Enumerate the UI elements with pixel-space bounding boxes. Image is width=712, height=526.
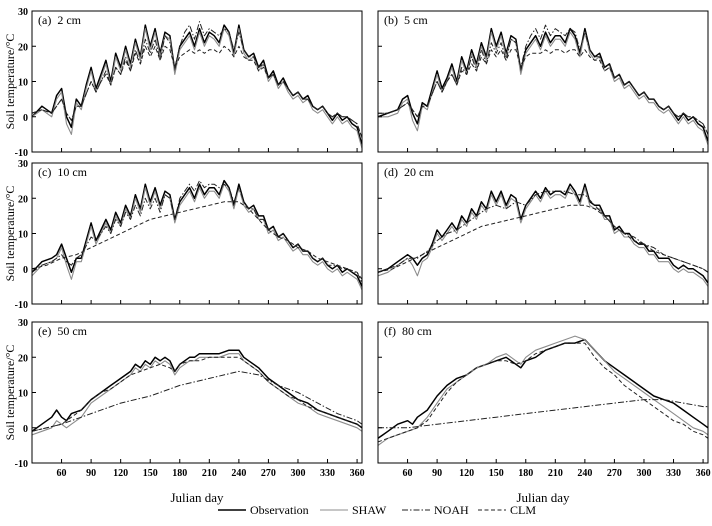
plot-frame — [377, 321, 709, 464]
x-tick-label: 60 — [57, 468, 67, 479]
y-tick-label: 30 — [18, 318, 28, 329]
y-tick-label: 0 — [23, 424, 28, 435]
plot-frame — [31, 10, 363, 153]
x-tick-label: 120 — [459, 468, 474, 479]
series-line-clm — [378, 49, 708, 135]
x-tick-label: 150 — [143, 468, 158, 479]
x-tick-label: 150 — [489, 468, 504, 479]
legend-label-noah: NOAH — [434, 503, 469, 517]
legend-label-clm: CLM — [510, 503, 536, 517]
panel-5: -10 0 10 20 30 60 90 120 150 180 210 240 270 300 330 36… — [3, 318, 365, 505]
panel-label: (b) 5 cm — [384, 13, 428, 27]
x-tick-label: 240 — [231, 468, 246, 479]
series-line-shaw — [32, 353, 362, 436]
series-line-observation — [378, 183, 708, 284]
series-line-shaw — [32, 183, 362, 291]
series-line-clm — [32, 356, 362, 432]
series-line-clm — [32, 201, 362, 280]
x-tick-label: 120 — [113, 468, 128, 479]
x-axis-label: Julian day — [170, 490, 224, 505]
x-tick-label: 270 — [607, 468, 622, 479]
x-tick-label: 180 — [518, 468, 533, 479]
y-tick-label: 10 — [18, 78, 28, 89]
panel-label: (d) 20 cm — [384, 165, 434, 179]
series-line-observation — [378, 27, 708, 142]
panel-label: (f) 80 cm — [384, 324, 432, 338]
series-line-shaw — [378, 335, 708, 446]
legend: Observation SHAW NOAH CLM — [218, 503, 536, 517]
y-axis-label: Soil temperature/°C — [3, 34, 17, 130]
panel-6: 60 90 120 150 180 210 240 270 300 330 360 (f) 80 cm… — [377, 321, 711, 505]
y-tick-label: 20 — [18, 42, 28, 53]
series-line-clm — [378, 204, 708, 273]
panel-4: (d) 20 cm — [377, 162, 709, 305]
plot-frame — [31, 162, 363, 305]
series-line-observation — [378, 338, 708, 439]
y-tick-label: 30 — [18, 159, 28, 170]
y-axis-label: Soil temperature/°C — [3, 345, 17, 441]
series-line-observation — [32, 24, 362, 146]
x-tick-label: 210 — [548, 468, 563, 479]
x-tick-label: 240 — [577, 468, 592, 479]
x-tick-label: 60 — [403, 468, 413, 479]
x-tick-label: 330 — [320, 468, 335, 479]
x-tick-label: 300 — [636, 468, 651, 479]
plot-frame — [31, 321, 363, 464]
series-line-shaw — [378, 31, 708, 146]
panel-label: (e) 50 cm — [38, 324, 88, 338]
x-tick-label: 90 — [86, 468, 96, 479]
panel-2: (b) 5 cm — [377, 10, 709, 153]
y-tick-label: 20 — [18, 194, 28, 205]
series-line-shaw — [378, 187, 708, 287]
y-axis-label: Soil temperature/°C — [3, 186, 17, 282]
y-tick-label: 0 — [23, 265, 28, 276]
y-tick-label: 30 — [18, 7, 28, 18]
x-tick-label: 360 — [350, 468, 365, 479]
series-line-noah — [378, 190, 708, 273]
legend-label-shaw: SHAW — [352, 503, 387, 517]
plot-frame — [377, 162, 709, 305]
y-tick-label: 0 — [23, 113, 28, 124]
y-tick-label: 20 — [18, 353, 28, 364]
x-axis-label: Julian day — [516, 490, 570, 505]
x-tick-label: 360 — [696, 468, 711, 479]
x-tick-label: 210 — [202, 468, 217, 479]
legend-label-observation: Observation — [250, 503, 309, 517]
series-line-shaw — [32, 28, 362, 149]
panel-1: -10 0 10 20 30 (a) 2 cm Soil temperature/°C — [3, 7, 363, 159]
panel-label: (c) 10 cm — [38, 165, 88, 179]
y-tick-label: -10 — [15, 459, 28, 470]
y-tick-label: -10 — [15, 300, 28, 311]
series-line-observation — [32, 349, 362, 432]
series-line-observation — [32, 179, 362, 287]
x-tick-label: 270 — [261, 468, 276, 479]
series-line-noah — [32, 21, 362, 139]
x-tick-label: 300 — [290, 468, 305, 479]
series-line-clm — [378, 342, 708, 443]
y-tick-label: -10 — [15, 148, 28, 159]
panel-3: -10 0 10 20 30 (c) 10 cm Soil temperature/°C — [3, 159, 363, 311]
series-line-clm — [32, 45, 362, 139]
x-tick-label: 90 — [432, 468, 442, 479]
y-tick-label: 10 — [18, 230, 28, 241]
x-tick-label: 180 — [172, 468, 187, 479]
series-line-noah — [378, 399, 708, 429]
x-tick-label: 330 — [666, 468, 681, 479]
series-line-noah — [32, 370, 362, 432]
panel-label: (a) 2 cm — [38, 13, 82, 27]
y-tick-label: 10 — [18, 389, 28, 400]
